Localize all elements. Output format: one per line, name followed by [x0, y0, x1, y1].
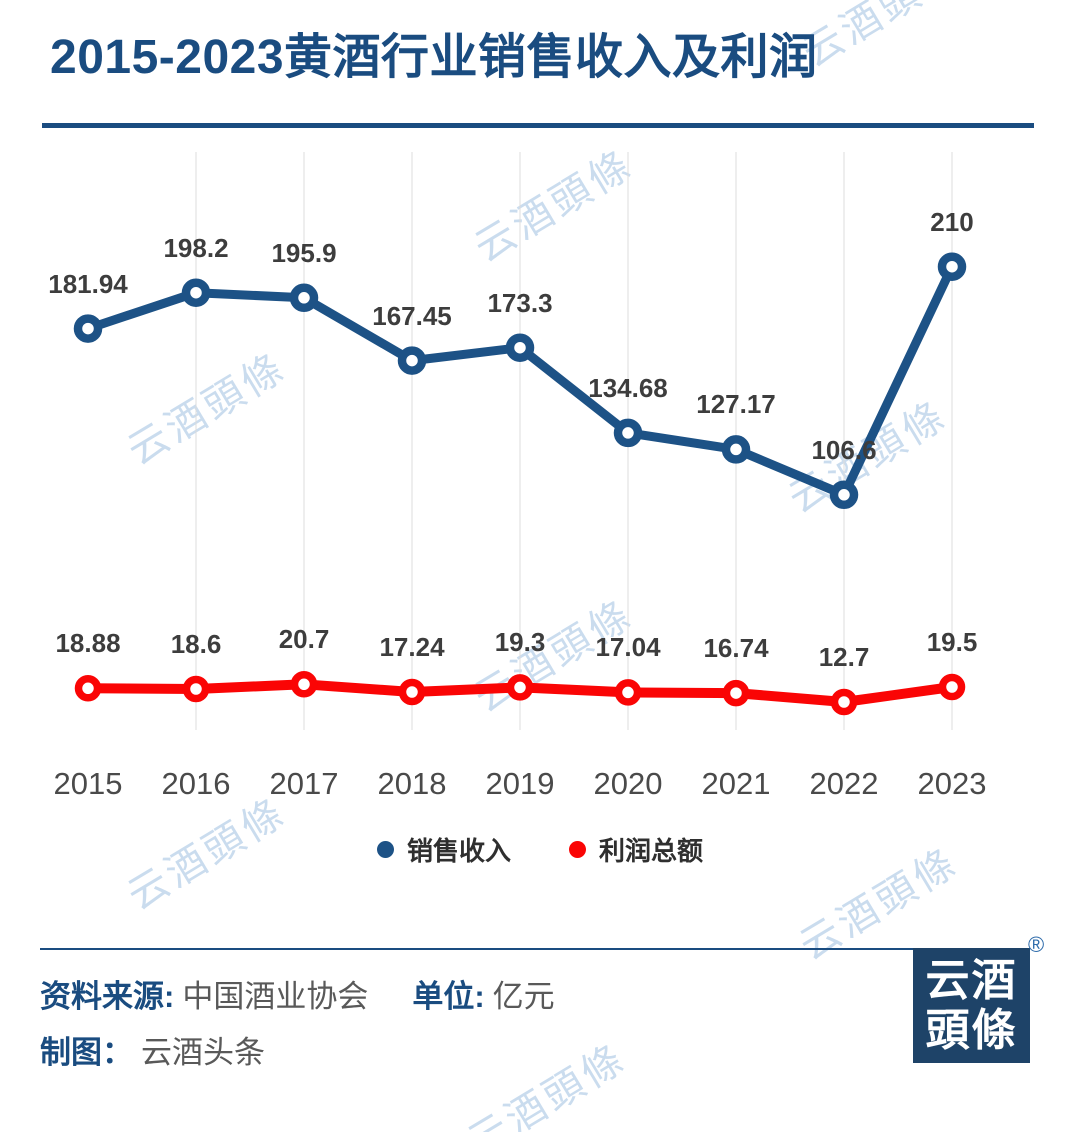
data-point-marker	[73, 314, 103, 343]
data-label: 106.6	[811, 434, 877, 465]
x-axis-label-2019: 2019	[485, 766, 555, 801]
data-point-marker	[937, 252, 967, 281]
x-axis-label-2018: 2018	[377, 766, 447, 801]
footer-source-row: 资料来源: 中国酒业协会 单位: 亿元	[40, 971, 555, 1016]
data-label: 18.88	[55, 628, 121, 659]
data-point-marker	[398, 678, 426, 706]
registered-trademark-icon: ®	[1028, 932, 1045, 957]
data-point-marker	[290, 671, 318, 698]
unit-value: 亿元	[492, 979, 555, 1014]
x-axis-label-2016: 2016	[161, 766, 231, 801]
data-point-marker	[721, 435, 751, 464]
legend-item-0: 销售收入	[376, 831, 511, 868]
x-axis-label-2022: 2022	[809, 766, 879, 801]
data-point-marker	[722, 679, 750, 707]
x-axis-label-2015: 2015	[53, 766, 123, 801]
legend-item-1: 利润总额	[569, 831, 703, 868]
title-underline	[42, 123, 1034, 128]
data-point-marker	[614, 679, 642, 706]
data-label: 20.7	[278, 624, 330, 655]
data-label: 19.3	[494, 627, 546, 658]
data-point-marker	[938, 673, 966, 701]
source-label: 资料来源:	[40, 979, 175, 1014]
unit-label: 单位:	[412, 979, 485, 1014]
data-point-marker	[74, 675, 102, 702]
data-label: 16.74	[703, 633, 769, 664]
data-point-marker	[397, 346, 427, 375]
data-point-marker	[182, 675, 210, 703]
data-label: 181.94	[48, 268, 128, 299]
credit-value: 云酒头条	[141, 1035, 265, 1070]
data-label: 195.9	[271, 237, 337, 268]
chart-title: 2015-2023黄酒行业销售收入及利润	[50, 31, 818, 84]
credit-label: 制图：	[40, 1035, 133, 1070]
x-axis-label-2023: 2023	[917, 766, 987, 801]
data-label: 18.6	[170, 628, 222, 659]
data-label: 134.68	[588, 372, 668, 403]
footer-divider	[40, 948, 913, 950]
line-chart-canvas	[73, 152, 967, 730]
data-label: 19.5	[926, 626, 978, 657]
data-point-marker	[829, 480, 859, 510]
legend-label: 销售收入	[406, 836, 511, 866]
data-label: 127.17	[696, 389, 776, 420]
data-label: 167.45	[372, 300, 452, 331]
data-label: 210	[930, 206, 974, 237]
x-axis-label-2021: 2021	[701, 766, 771, 801]
chart-legend: 销售收入 利润总额	[0, 831, 1080, 868]
footer-credit-row: 制图： 云酒头条	[40, 1027, 265, 1072]
data-label: 12.7	[818, 641, 870, 672]
data-point-marker	[181, 278, 211, 307]
legend-dot-icon	[569, 841, 586, 858]
data-point-marker	[289, 283, 319, 313]
data-label: 17.04	[595, 632, 661, 663]
logo-line2: 頭條	[925, 1005, 1018, 1055]
yunjiu-toutiao-logo: 云酒 頭條	[913, 948, 1030, 1063]
data-label: 17.24	[379, 631, 445, 662]
data-point-marker	[830, 688, 858, 716]
source-value: 中国酒业协会	[182, 979, 369, 1014]
brand-watermark: 云酒頭條	[460, 1036, 634, 1132]
data-label: 173.3	[487, 287, 553, 318]
data-label: 198.2	[163, 232, 229, 263]
data-point-marker	[505, 333, 535, 362]
legend-dot-icon	[376, 841, 394, 858]
logo-line1: 云酒	[925, 955, 1018, 1005]
data-point-marker	[613, 418, 643, 448]
data-point-marker	[506, 674, 534, 701]
x-axis-label-2017: 2017	[269, 766, 339, 801]
x-axis-label-2020: 2020	[593, 766, 663, 801]
legend-label: 利润总额	[599, 836, 704, 866]
